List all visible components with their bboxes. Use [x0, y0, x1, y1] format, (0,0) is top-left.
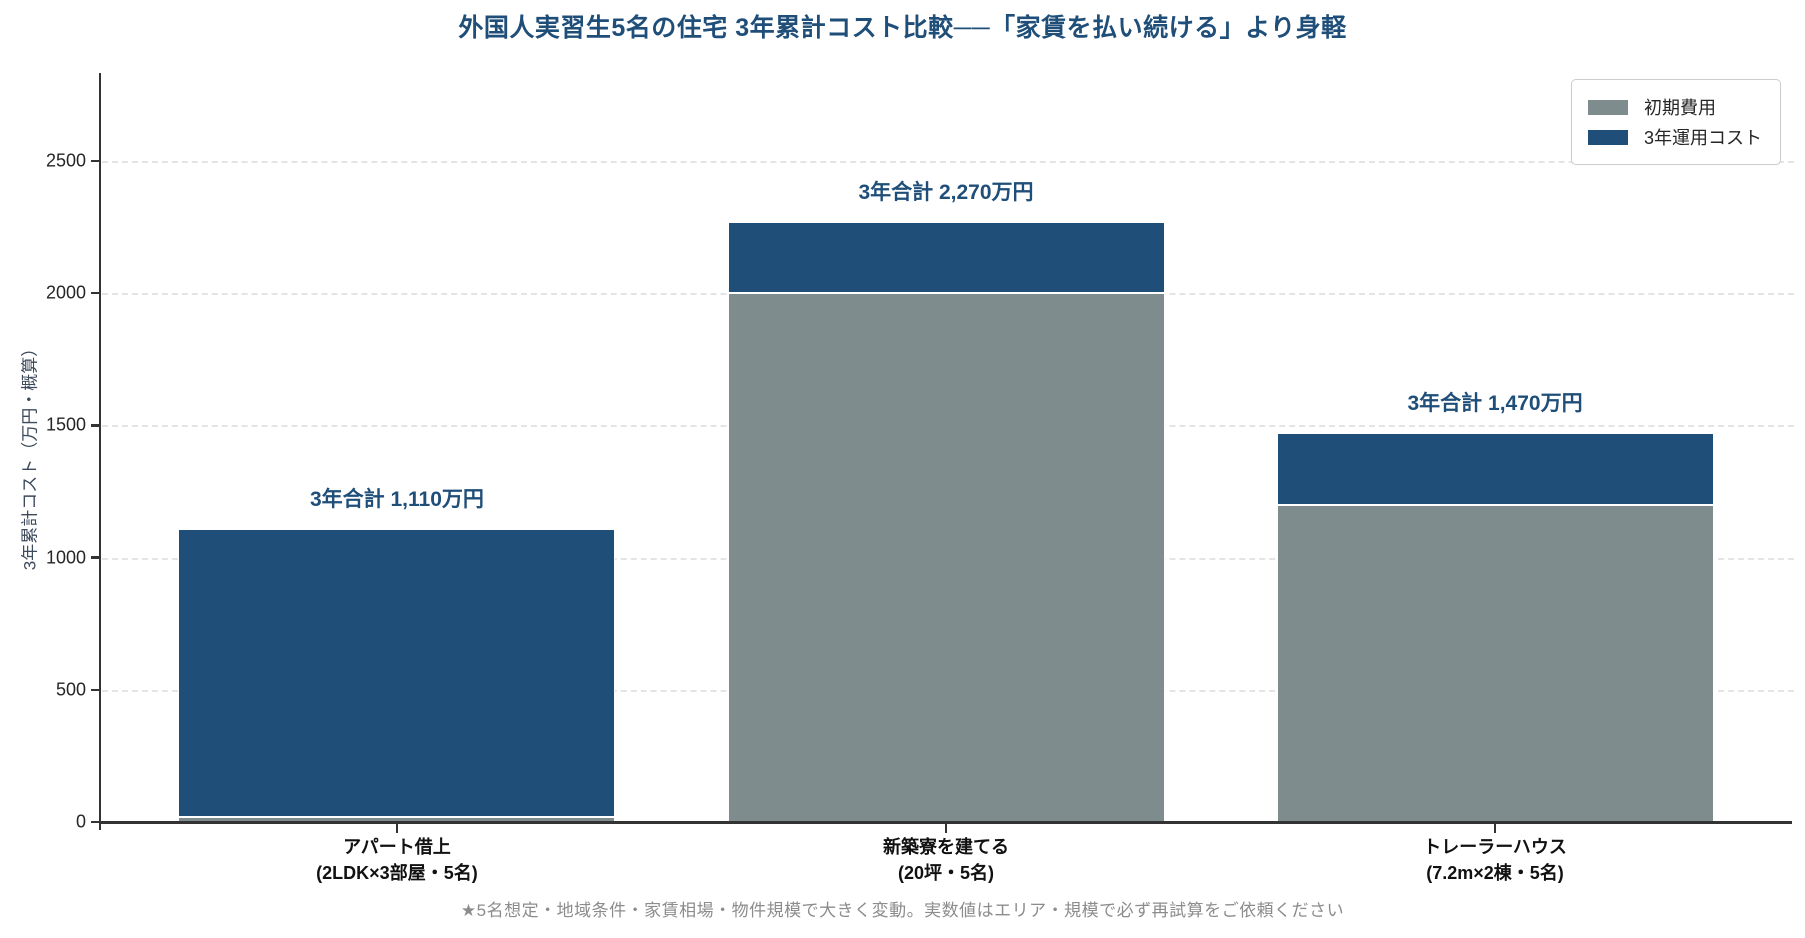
- x-tick-label-line2: (7.2m×2棟・5名): [1426, 863, 1564, 883]
- legend: 初期費用 3年運用コスト: [1570, 79, 1781, 165]
- x-tick-label: アパート借上 (2LDK×3部屋・5名): [316, 834, 478, 886]
- y-tick-label: 1000: [45, 547, 86, 568]
- x-tick-mark: [944, 824, 948, 833]
- y-tick-label: 2000: [45, 282, 86, 303]
- y-tick-mark: [91, 688, 100, 692]
- y-tick-label: 1500: [45, 414, 86, 435]
- x-tick-label: 新築寮を建てる (20坪・5名): [883, 834, 1009, 886]
- legend-item-initial-cost: 初期費用: [1587, 92, 1762, 122]
- x-tick-label-line2: (20坪・5名): [897, 863, 995, 883]
- y-axis-spine: [98, 73, 102, 830]
- bar-segment-running-cost: [178, 528, 616, 817]
- bar-segment-initial-cost: [1276, 504, 1714, 822]
- legend-swatch-icon: [1587, 99, 1628, 115]
- x-tick-label: トレーラーハウス (7.2m×2棟・5名): [1423, 834, 1567, 886]
- bar-total-label: 3年合計 2,270万円: [858, 180, 1034, 204]
- legend-label: 3年運用コスト: [1643, 128, 1762, 148]
- x-tick-label-line1: トレーラーハウス: [1423, 837, 1567, 857]
- chart-title: 外国人実習生5名の住宅 3年累計コスト比較──「家賃を払い続ける」より身軽: [458, 14, 1347, 42]
- legend-item-running-cost: 3年運用コスト: [1587, 122, 1762, 152]
- bar-segment-running-cost: [727, 221, 1165, 294]
- y-tick-mark: [91, 820, 100, 824]
- y-tick-mark: [91, 291, 100, 295]
- x-axis-line: [100, 821, 1792, 824]
- legend-label: 初期費用: [1643, 98, 1716, 118]
- legend-swatch-icon: [1587, 129, 1628, 145]
- x-tick-mark: [395, 824, 399, 833]
- y-tick-label: 500: [55, 679, 86, 700]
- y-tick-mark: [91, 556, 100, 559]
- y-tick-mark: [91, 424, 100, 427]
- x-tick-label-line2: (2LDK×3部屋・5名): [316, 863, 478, 883]
- x-tick-label-line1: アパート借上: [343, 837, 451, 857]
- bar-segment-running-cost: [1276, 433, 1714, 505]
- footnote: ★5名想定・地域条件・家賃相場・物件規模で大きく変動。実数値はエリア・規模で必ず…: [460, 901, 1345, 920]
- bar-total-label: 3年合計 1,110万円: [309, 487, 484, 511]
- bar-segment-initial-cost: [727, 293, 1165, 822]
- y-gridline: [102, 161, 1794, 164]
- y-tick-mark: [91, 159, 100, 163]
- y-tick-label: 0: [75, 811, 86, 832]
- x-tick-label-line1: 新築寮を建てる: [883, 837, 1009, 857]
- y-tick-label: 2500: [45, 150, 86, 171]
- bar-total-label: 3年合計 1,470万円: [1407, 392, 1583, 416]
- x-tick-mark: [1493, 824, 1497, 833]
